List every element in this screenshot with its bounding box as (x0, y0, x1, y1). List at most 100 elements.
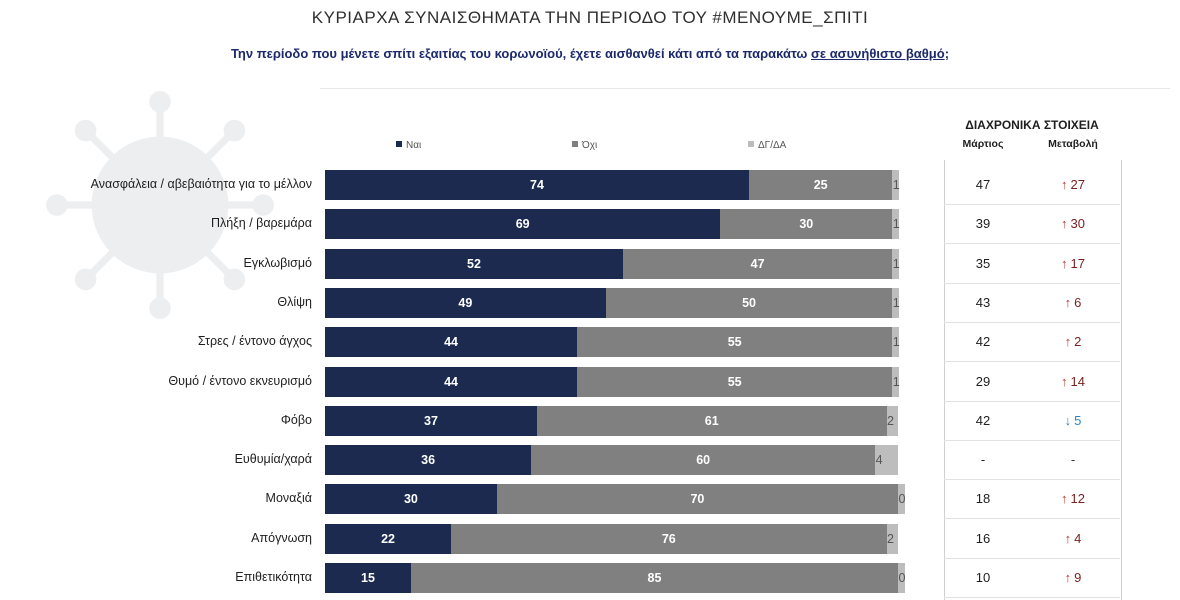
bar-segment (325, 445, 532, 475)
change-number: 2 (1074, 334, 1082, 349)
change-number: 9 (1074, 570, 1082, 585)
bar-segment (325, 170, 750, 200)
bar-segment (537, 406, 887, 436)
data-label: 76 (661, 532, 676, 546)
bar-segment (577, 367, 893, 397)
row-divider (944, 558, 1120, 559)
bar-segment (605, 288, 893, 318)
march-value: 42 (975, 334, 991, 349)
march-value: 10 (975, 570, 991, 585)
row-divider (944, 204, 1120, 205)
change-value: ↑ 14 (1026, 367, 1120, 397)
category-label: Πλήξη / βαρεμάρα (210, 216, 312, 230)
bar-segment (875, 445, 898, 475)
march-value: 29 (975, 374, 991, 389)
data-label: 55 (727, 375, 742, 389)
march-value: 42 (975, 413, 991, 428)
side-table (944, 160, 1122, 600)
data-label: 4 (875, 453, 883, 467)
data-label: 60 (696, 453, 711, 467)
legend-item: ΔΓ/ΔΑ (748, 140, 786, 151)
data-label: 1 (892, 296, 900, 310)
bar-segment (451, 524, 887, 554)
march-value: 43 (975, 295, 991, 310)
change-value: ↑ 6 (1026, 288, 1120, 318)
data-label: 1 (892, 335, 900, 349)
data-label: 30 (799, 217, 814, 231)
march-value: 47 (975, 177, 991, 192)
arrow-up-icon: ↑ (1064, 334, 1072, 349)
change-value: ↑ 27 (1026, 170, 1120, 200)
change-number: 12 (1070, 491, 1085, 506)
data-label: 52 (467, 257, 481, 271)
col-head-change: Μεταβολή (1048, 138, 1098, 150)
data-label: 44 (444, 375, 458, 389)
bar-segment (325, 563, 411, 593)
data-label: 2 (887, 414, 894, 428)
data-label: 50 (742, 296, 756, 310)
bar-segment (892, 288, 900, 318)
side-table-title: ΔΙΑΧΡΟΝΙΚΑ ΣΤΟΙΧΕΙΑ (965, 118, 1099, 132)
change-number: 4 (1074, 531, 1082, 546)
change-number: 14 (1070, 374, 1085, 389)
bar-segment (892, 249, 900, 279)
legend-label: Ναι (406, 140, 422, 151)
row-divider (944, 243, 1120, 244)
bar-segment (749, 170, 893, 200)
bar-segment (325, 249, 623, 279)
march-value: 18 (975, 491, 991, 506)
row-divider (944, 479, 1120, 480)
category-label: Θλίψη (277, 295, 312, 309)
arrow-up-icon: ↑ (1061, 491, 1068, 506)
change-value: ↑ 30 (1026, 209, 1120, 239)
bar-segment (898, 484, 905, 514)
march-value: 16 (975, 531, 991, 546)
march-value: 39 (975, 216, 991, 231)
bar-segment (892, 367, 900, 397)
bar-segment (886, 406, 898, 436)
category-label: Επιθετικότητα (235, 570, 312, 584)
subtitle-emphasis: σε ασυνήθιστο βαθμό (811, 46, 945, 61)
change-value: ↑ 9 (1026, 563, 1120, 593)
category-label: Απόγνωση (251, 531, 312, 545)
data-label: 55 (727, 335, 742, 349)
march-value: 35 (975, 256, 991, 271)
change-value: ↑ 17 (1026, 249, 1120, 279)
arrow-up-icon: ↑ (1061, 177, 1068, 192)
bar-segment (720, 209, 893, 239)
col-head-march: Μάρτιος (962, 138, 1004, 150)
change-number: 27 (1070, 177, 1085, 192)
bar-segment (892, 327, 900, 357)
change-number: 5 (1074, 413, 1082, 428)
data-label: 0 (898, 492, 906, 506)
data-label: 30 (403, 492, 418, 506)
bar-segment (892, 170, 900, 200)
data-label: 61 (704, 414, 719, 428)
category-label: Φόβο (280, 413, 312, 427)
row-divider (944, 401, 1120, 402)
data-label: 1 (892, 178, 900, 192)
legend-label: Όχι (582, 140, 598, 151)
arrow-up-icon: ↑ (1064, 570, 1072, 585)
bar-segment (325, 288, 606, 318)
chart-subtitle: Την περίοδο που μένετε σπίτι εξαιτίας το… (0, 46, 1180, 61)
bar-segment (496, 484, 898, 514)
bar-segment (577, 327, 893, 357)
data-label: 47 (750, 257, 765, 271)
legend-swatch (396, 141, 402, 147)
bar-segment (325, 524, 452, 554)
arrow-up-icon: ↑ (1061, 216, 1068, 231)
bar-segment (325, 406, 537, 436)
bar-segment (325, 209, 721, 239)
data-label: 44 (444, 335, 458, 349)
category-label: Ανασφάλεια / αβεβαιότητα για το μέλλον (90, 177, 312, 191)
chart-title: ΚΥΡΙΑΡΧΑ ΣΥΝΑΙΣΘΗΜΑΤΑ ΤΗΝ ΠΕΡΙΟΔΟ ΤΟΥ #Μ… (311, 8, 869, 27)
arrow-up-icon: ↑ (1061, 374, 1068, 389)
change-value: ↑ 12 (1026, 484, 1120, 514)
data-label: 15 (361, 571, 375, 585)
change-number: 6 (1074, 295, 1082, 310)
bar-segment (325, 484, 497, 514)
subtitle-suffix: ; (944, 46, 950, 61)
change-value: - (1026, 445, 1120, 475)
data-label: 70 (690, 492, 705, 506)
